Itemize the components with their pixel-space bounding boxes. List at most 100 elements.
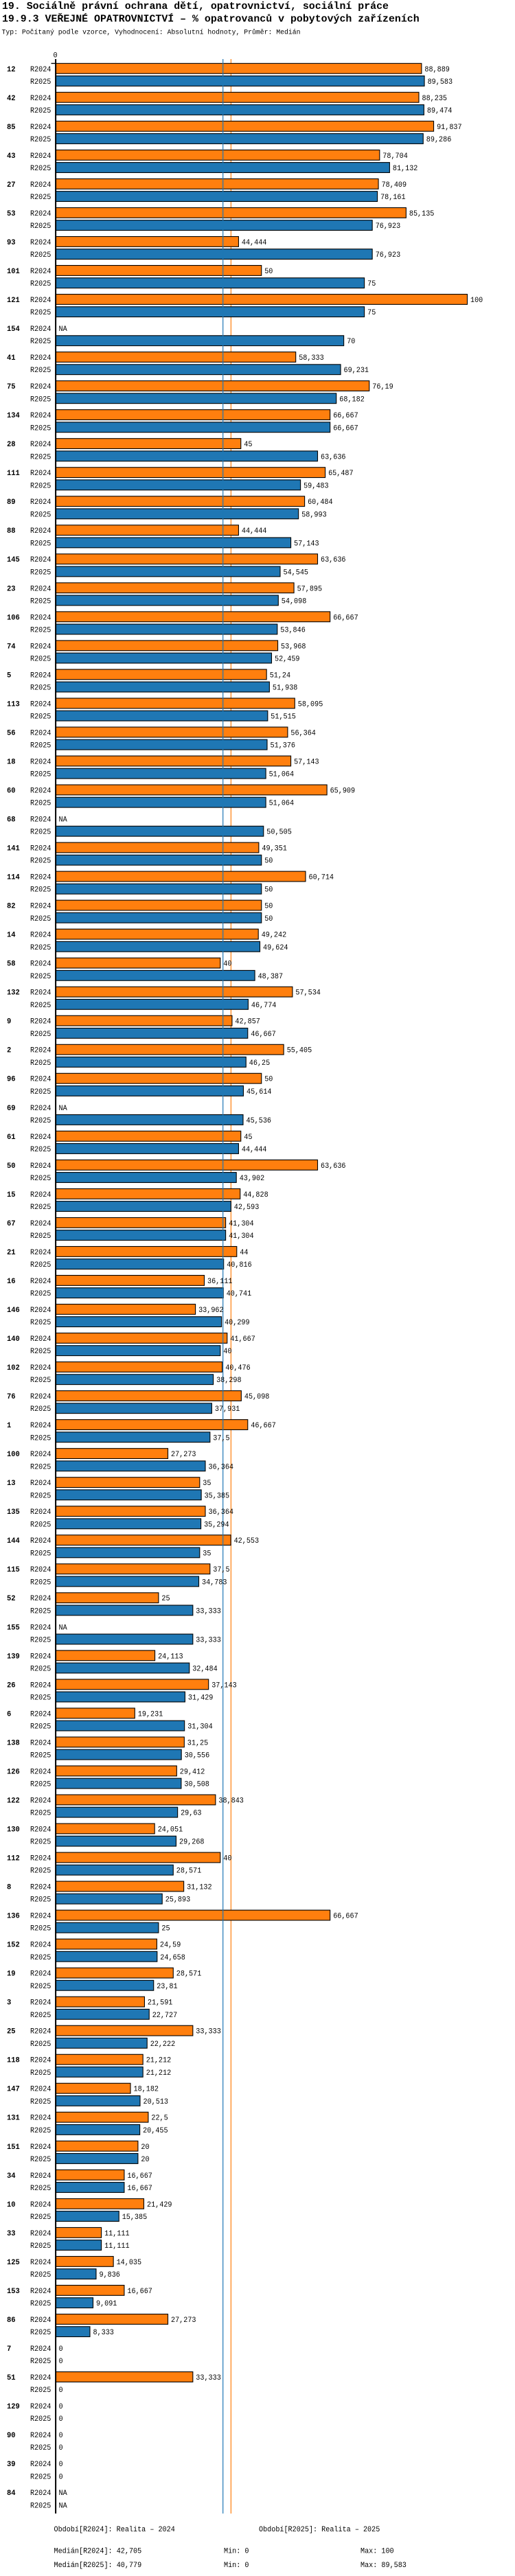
svg-text:66,667: 66,667 (333, 412, 358, 420)
svg-text:11,111: 11,111 (104, 2242, 130, 2251)
svg-text:R2025: R2025 (30, 2358, 51, 2366)
svg-text:NA: NA (59, 816, 68, 825)
svg-text:33,333: 33,333 (196, 2374, 221, 2382)
svg-text:9: 9 (7, 1018, 11, 1026)
svg-text:R2025: R2025 (30, 2387, 51, 2395)
svg-text:146: 146 (7, 1307, 20, 1315)
svg-text:14,035: 14,035 (117, 2259, 142, 2267)
svg-text:9,091: 9,091 (96, 2300, 117, 2308)
svg-text:67: 67 (7, 1220, 16, 1228)
svg-text:R2024: R2024 (30, 152, 52, 161)
svg-text:R2025: R2025 (30, 800, 51, 808)
svg-text:50: 50 (7, 1162, 16, 1171)
svg-text:R2025: R2025 (30, 2069, 51, 2078)
svg-text:50: 50 (264, 886, 273, 895)
svg-text:25: 25 (7, 2028, 16, 2036)
svg-text:66,667: 66,667 (333, 614, 358, 622)
svg-text:0: 0 (59, 2387, 63, 2395)
svg-text:24,113: 24,113 (158, 1653, 183, 1661)
svg-text:36,364: 36,364 (209, 1508, 234, 1517)
svg-text:66,667: 66,667 (333, 424, 358, 433)
svg-text:R2025: R2025 (30, 1983, 51, 1991)
svg-text:59,483: 59,483 (304, 482, 329, 490)
svg-text:50: 50 (264, 858, 273, 866)
svg-text:34,783: 34,783 (202, 1578, 227, 1587)
svg-text:57,534: 57,534 (295, 989, 321, 998)
svg-text:R2024: R2024 (30, 1710, 52, 1718)
svg-text:16: 16 (7, 1278, 16, 1286)
svg-text:R2025: R2025 (30, 627, 51, 635)
svg-text:R2025: R2025 (30, 858, 51, 866)
svg-text:27: 27 (7, 181, 16, 189)
svg-text:R2025: R2025 (30, 1550, 51, 1558)
svg-text:R2024: R2024 (30, 2288, 52, 2296)
svg-text:50: 50 (264, 1076, 273, 1084)
svg-text:R2025: R2025 (30, 2271, 51, 2279)
svg-text:R2024: R2024 (30, 989, 52, 998)
svg-text:R2024: R2024 (30, 1595, 52, 1603)
svg-text:23,81: 23,81 (157, 1983, 178, 1991)
svg-text:131: 131 (7, 2115, 20, 2123)
svg-text:53,968: 53,968 (281, 643, 306, 651)
svg-text:51,064: 51,064 (269, 771, 295, 779)
svg-text:69,231: 69,231 (344, 367, 369, 375)
svg-text:135: 135 (7, 1508, 20, 1517)
svg-text:125: 125 (7, 2259, 20, 2267)
svg-text:Typ: Počítaný podle vzorce, Vy: Typ: Počítaný podle vzorce, Vyhodnocení:… (2, 29, 301, 36)
svg-text:76,923: 76,923 (376, 251, 401, 260)
svg-text:24,59: 24,59 (160, 1942, 181, 1950)
svg-text:0: 0 (59, 2345, 63, 2354)
svg-text:33,962: 33,962 (198, 1307, 224, 1315)
svg-text:R2024: R2024 (30, 2143, 52, 2152)
svg-text:76,923: 76,923 (376, 222, 401, 231)
svg-text:NA: NA (59, 1105, 68, 1113)
svg-text:R2024: R2024 (30, 1913, 52, 1921)
svg-text:48,387: 48,387 (258, 973, 284, 981)
svg-text:130: 130 (7, 1826, 20, 1835)
svg-text:88,235: 88,235 (422, 95, 448, 103)
svg-text:R2024: R2024 (30, 1624, 52, 1632)
svg-text:R2024: R2024 (30, 1278, 52, 1286)
svg-text:16,667: 16,667 (127, 2172, 152, 2181)
svg-text:28,571: 28,571 (176, 1970, 202, 1979)
svg-text:21,212: 21,212 (146, 2069, 172, 2078)
svg-text:0: 0 (53, 52, 57, 60)
svg-text:58,333: 58,333 (299, 354, 324, 363)
svg-text:50,505: 50,505 (266, 829, 292, 837)
svg-text:50: 50 (264, 268, 273, 276)
svg-text:R2025: R2025 (30, 367, 51, 375)
svg-text:28,571: 28,571 (176, 1867, 202, 1876)
svg-text:21: 21 (7, 1249, 16, 1257)
svg-text:89,474: 89,474 (427, 107, 453, 115)
svg-text:R2024: R2024 (30, 932, 52, 940)
svg-text:R2025: R2025 (30, 78, 51, 87)
svg-text:20,513: 20,513 (144, 2098, 169, 2106)
svg-text:R2025: R2025 (30, 2185, 51, 2193)
svg-text:27,273: 27,273 (171, 2316, 196, 2325)
svg-text:R2024: R2024 (30, 1566, 52, 1574)
svg-text:R2024: R2024 (30, 1999, 52, 2008)
svg-text:81,132: 81,132 (393, 165, 418, 173)
svg-text:R2024: R2024 (30, 2057, 52, 2065)
svg-text:6: 6 (7, 1710, 11, 1718)
svg-text:45: 45 (244, 441, 252, 449)
svg-text:89,583: 89,583 (428, 78, 453, 87)
svg-text:86: 86 (7, 2316, 16, 2325)
svg-text:63,636: 63,636 (321, 556, 346, 564)
svg-text:R2024: R2024 (30, 1393, 52, 1401)
svg-text:43,902: 43,902 (240, 1175, 265, 1183)
svg-text:22,222: 22,222 (150, 2040, 176, 2049)
svg-text:R2025: R2025 (30, 713, 51, 722)
svg-text:35: 35 (203, 1480, 211, 1488)
svg-text:78,409: 78,409 (382, 181, 407, 189)
svg-text:R2025: R2025 (30, 598, 51, 606)
svg-text:Max: 100: Max: 100 (360, 2548, 394, 2556)
svg-text:78,704: 78,704 (382, 152, 408, 161)
svg-text:R2024: R2024 (30, 1307, 52, 1315)
svg-text:R2025: R2025 (30, 280, 51, 288)
svg-text:13: 13 (7, 1480, 16, 1488)
svg-text:R2025: R2025 (30, 1896, 51, 1905)
svg-text:96: 96 (7, 1076, 16, 1084)
svg-text:R2024: R2024 (30, 1076, 52, 1084)
svg-text:R2024: R2024 (30, 1768, 52, 1776)
